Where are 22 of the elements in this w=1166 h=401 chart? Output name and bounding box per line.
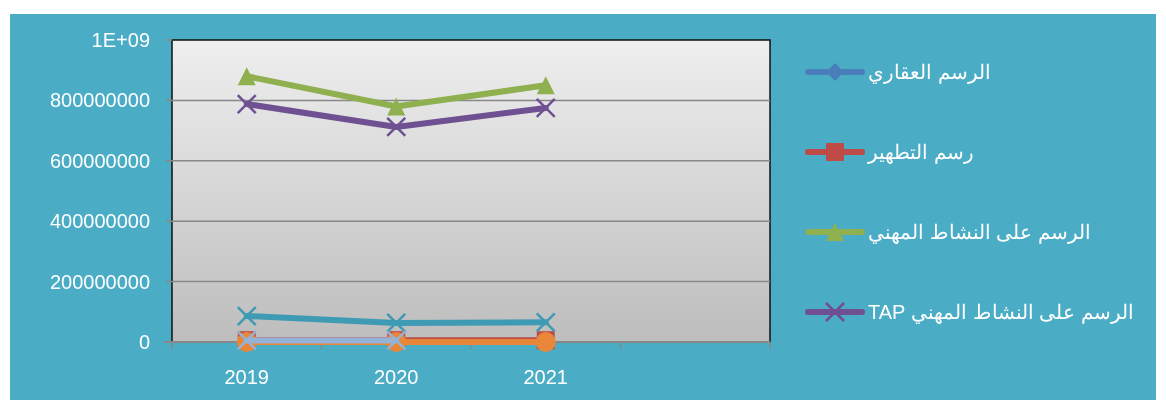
point — [237, 67, 256, 86]
point — [386, 312, 407, 334]
y-tick-label: 0 — [138, 331, 150, 353]
point — [536, 76, 555, 95]
y-tick-label: 1E+09 — [91, 29, 150, 51]
legend-label: الرسم العقاري — [868, 61, 991, 84]
point — [236, 305, 257, 327]
point — [387, 97, 406, 116]
y-tick-label: 800000000 — [49, 89, 150, 112]
legend-label: الرسم على النشاط المهني — [868, 221, 1091, 244]
legend-label: الرسم على النشاط المهني TAP — [868, 301, 1134, 324]
x-tick-label: 2021 — [523, 366, 568, 388]
point — [236, 93, 257, 115]
point — [535, 312, 556, 333]
point — [535, 97, 556, 119]
point — [386, 116, 407, 138]
y-tick-label: 600000000 — [49, 149, 150, 172]
y-tick-label: 200000000 — [49, 270, 150, 293]
x-tick-label: 2019 — [224, 366, 269, 388]
legend-label: رسم التطهير — [867, 141, 974, 164]
x-tick-label: 2020 — [374, 366, 419, 388]
y-tick-label: 400000000 — [49, 210, 150, 233]
